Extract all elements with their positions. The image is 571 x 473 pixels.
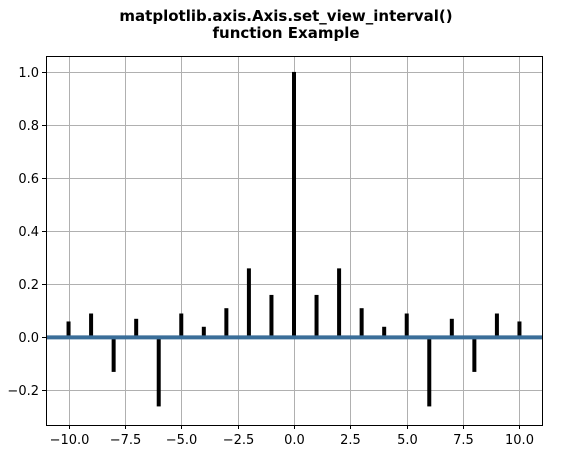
bar-1 <box>89 313 94 338</box>
y-tick-label-0: −0.2 <box>7 384 39 399</box>
bar-15 <box>404 313 409 338</box>
bar-4 <box>156 337 161 407</box>
bar-6 <box>201 326 206 338</box>
x-tick-label-2: −5.0 <box>166 433 198 448</box>
bar-14 <box>382 326 387 338</box>
bar-20 <box>517 321 522 338</box>
bar-8 <box>246 268 251 338</box>
bar-12 <box>337 268 342 338</box>
x-tick-label-8: 10.0 <box>505 433 534 448</box>
bars-layer <box>66 71 522 407</box>
bar-3 <box>134 318 139 338</box>
y-tick-label-2: 0.2 <box>18 278 39 293</box>
x-tick-label-4: 0.0 <box>284 433 305 448</box>
bar-0 <box>66 321 71 338</box>
chart-title-line-1: matplotlib.axis.Axis.set_view_interval() <box>119 7 452 25</box>
y-tick-label-1: 0.0 <box>18 331 39 346</box>
x-axis-ticks: −10.0 −7.5 −5.0 −2.5 0.0 2.5 5.0 7.5 10.0 <box>50 425 534 448</box>
bar-9 <box>269 294 274 338</box>
y-tick-label-6: 1.0 <box>18 66 39 81</box>
y-axis-ticks: −0.2 0.0 0.2 0.4 0.6 0.8 1.0 <box>7 66 46 399</box>
x-tick-label-0: −10.0 <box>50 433 90 448</box>
chart-title-line-2: function Example <box>212 24 359 42</box>
bar-17 <box>449 318 454 338</box>
bar-2 <box>111 337 116 372</box>
y-tick-label-4: 0.6 <box>18 172 39 187</box>
x-tick-label-3: −2.5 <box>223 433 255 448</box>
bar-19 <box>494 313 499 338</box>
bar-11 <box>314 294 319 338</box>
bar-18 <box>472 337 477 372</box>
x-tick-label-7: 7.5 <box>453 433 474 448</box>
x-tick-label-6: 5.0 <box>397 433 418 448</box>
bar-13 <box>359 308 364 338</box>
bar-7 <box>224 308 229 338</box>
y-tick-label-5: 0.8 <box>18 119 39 134</box>
x-tick-label-5: 2.5 <box>340 433 361 448</box>
bar-16 <box>427 337 432 407</box>
x-tick-label-1: −7.5 <box>110 433 142 448</box>
bar-5 <box>179 313 184 338</box>
y-tick-label-3: 0.4 <box>18 225 39 240</box>
bar-10 <box>292 71 296 338</box>
